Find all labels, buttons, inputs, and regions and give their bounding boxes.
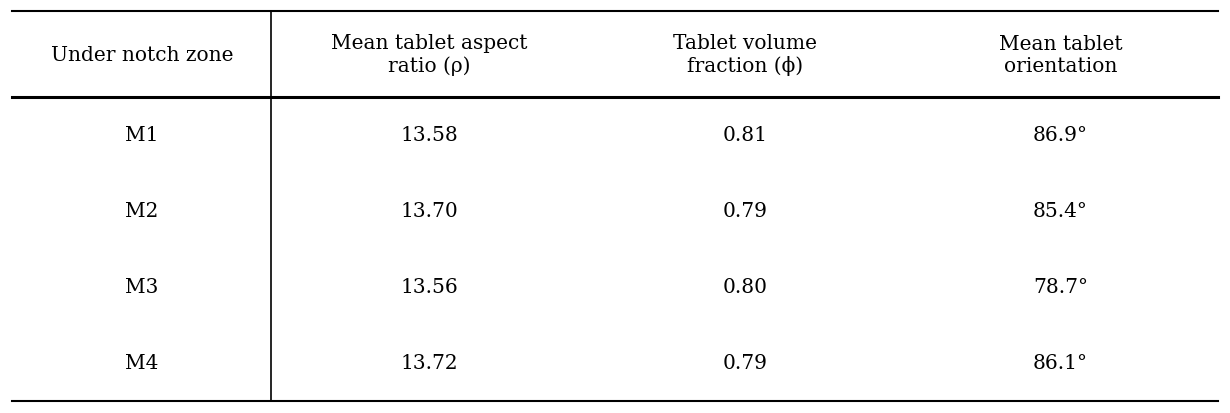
Text: 0.80: 0.80 — [723, 278, 768, 297]
Text: Under notch zone: Under notch zone — [50, 45, 234, 64]
Text: 13.72: 13.72 — [401, 353, 459, 372]
Text: 85.4°: 85.4° — [1033, 202, 1087, 221]
Text: 0.79: 0.79 — [723, 202, 768, 221]
Text: 86.1°: 86.1° — [1033, 353, 1087, 372]
Text: 13.58: 13.58 — [401, 126, 459, 145]
Text: M2: M2 — [125, 202, 159, 221]
Text: 0.79: 0.79 — [723, 353, 768, 372]
Text: M3: M3 — [125, 278, 159, 297]
Text: Mean tablet aspect
ratio (ρ): Mean tablet aspect ratio (ρ) — [331, 34, 528, 76]
Text: 13.70: 13.70 — [401, 202, 459, 221]
Text: Mean tablet
orientation: Mean tablet orientation — [999, 35, 1122, 76]
Text: M1: M1 — [125, 126, 159, 145]
Text: Tablet volume
fraction (ϕ): Tablet volume fraction (ϕ) — [673, 34, 817, 76]
Text: 0.81: 0.81 — [723, 126, 768, 145]
Text: 78.7°: 78.7° — [1033, 278, 1087, 297]
Text: M4: M4 — [125, 353, 159, 372]
Text: 86.9°: 86.9° — [1033, 126, 1087, 145]
Text: 13.56: 13.56 — [401, 278, 459, 297]
